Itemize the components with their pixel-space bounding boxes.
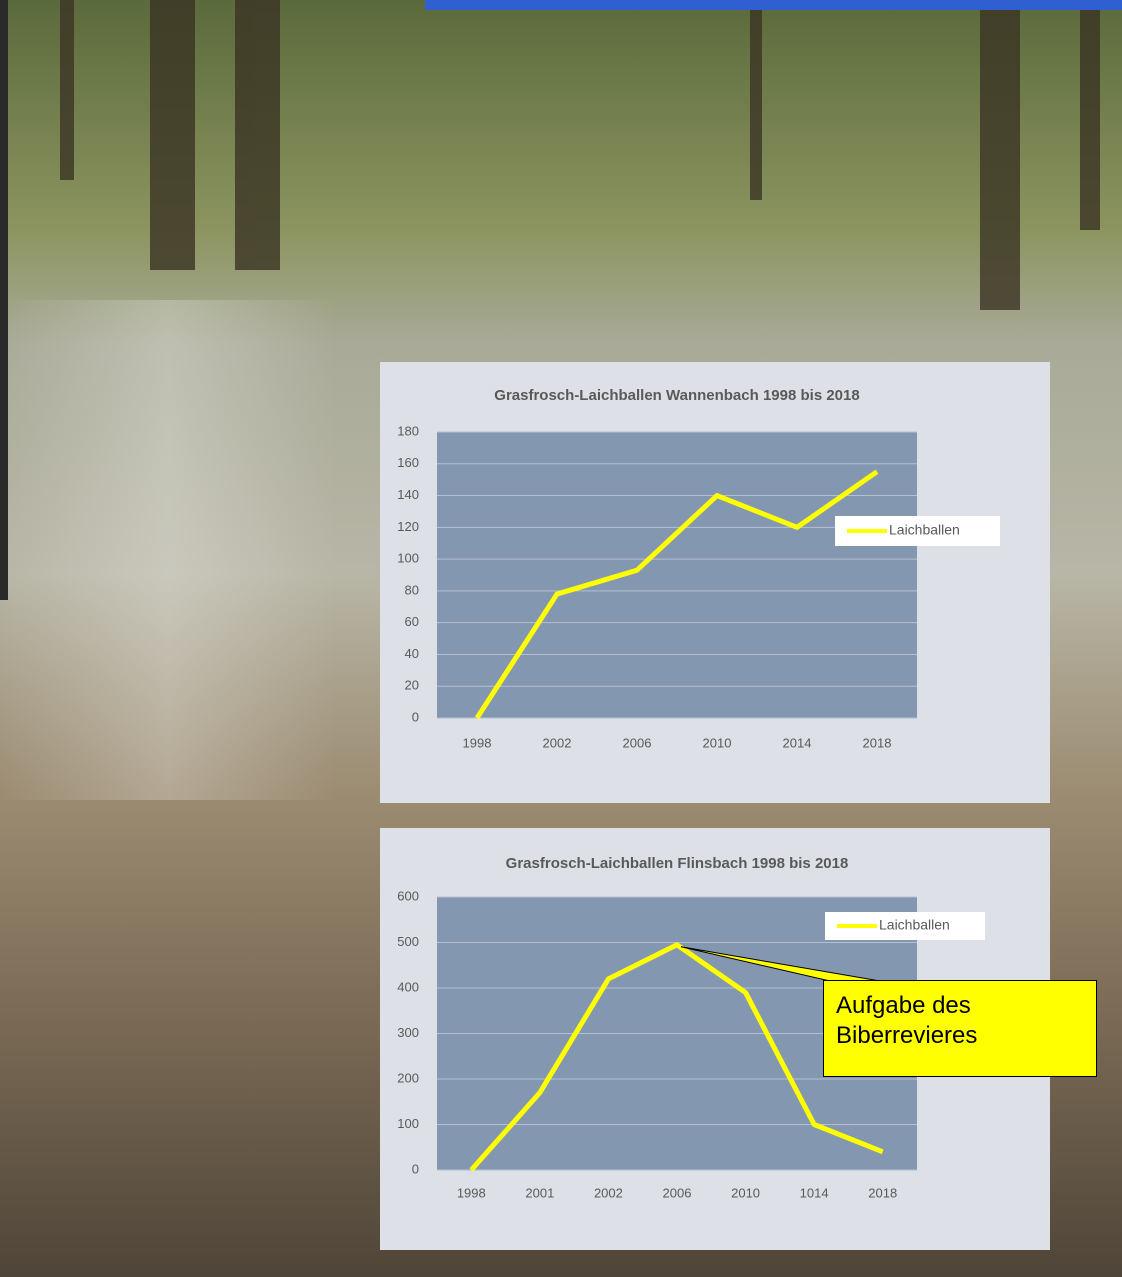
data-line (469, 942, 884, 1172)
x-tick-label: 2006 (663, 1185, 692, 1200)
x-tick-label: 2006 (623, 735, 652, 750)
annotation-callout: Aufgabe des Biberrevieres (823, 980, 1097, 1077)
x-tick-label: 2001 (525, 1185, 554, 1200)
y-tick-label: 60 (405, 614, 419, 629)
x-tick-label: 2018 (863, 735, 892, 750)
y-tick-label: 180 (397, 423, 419, 438)
y-tick-label: 120 (397, 519, 419, 534)
data-line (474, 469, 879, 720)
x-tick-label: 2018 (868, 1185, 897, 1200)
top-banner (425, 0, 1122, 10)
plot-area (437, 432, 917, 718)
left-edge (0, 0, 8, 600)
y-tick-label: 200 (397, 1070, 419, 1085)
x-tick-label: 2010 (731, 1185, 760, 1200)
tree-trunks (60, 0, 1100, 310)
chart-title: Grasfrosch-Laichballen Wannenbach 1998 b… (494, 387, 859, 404)
y-tick-label: 20 (405, 678, 419, 693)
y-tick-label: 40 (405, 646, 419, 661)
y-tick-label: 140 (397, 487, 419, 502)
x-tick-label: 1998 (457, 1185, 486, 1200)
x-tick-label: 2014 (783, 735, 812, 750)
x-tick-label: 1998 (463, 735, 492, 750)
y-tick-label: 100 (397, 1116, 419, 1131)
y-tick-label: 160 (397, 455, 419, 470)
y-tick-label: 0 (412, 1161, 419, 1176)
y-tick-label: 300 (397, 1025, 419, 1040)
x-tick-label: 2002 (543, 735, 572, 750)
chart-title: Grasfrosch-Laichballen Flinsbach 1998 bi… (506, 855, 849, 872)
x-tick-label: 2010 (703, 735, 732, 750)
y-tick-label: 80 (405, 582, 419, 597)
y-tick-label: 400 (397, 979, 419, 994)
legend-label: Laichballen (879, 917, 950, 933)
x-tick-label: 1014 (800, 1185, 829, 1200)
y-tick-label: 600 (397, 888, 419, 903)
y-tick-label: 0 (412, 709, 419, 724)
legend-label: Laichballen (889, 522, 960, 538)
y-tick-label: 500 (397, 934, 419, 949)
y-tick-label: 100 (397, 551, 419, 566)
x-tick-label: 2002 (594, 1185, 623, 1200)
